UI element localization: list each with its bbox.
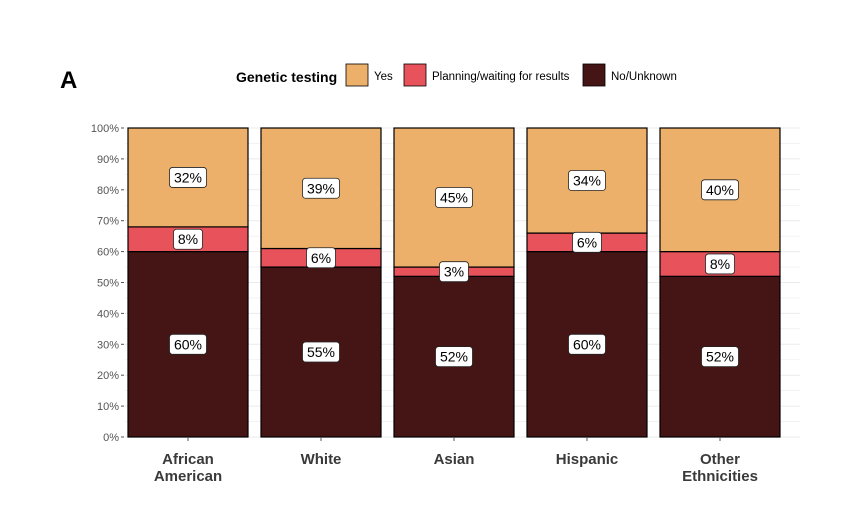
bar-stack: 60% 8% 32% (127, 127, 249, 438)
x-category-label: Other (700, 451, 740, 468)
data-label: 6% (577, 234, 597, 250)
legend-title: Genetic testing (236, 69, 337, 85)
y-tick-label: 60% (97, 247, 119, 259)
y-tick-label: 20% (97, 370, 119, 382)
data-label-box (302, 341, 340, 363)
y-tick-label: 70% (97, 216, 119, 228)
data-label: 60% (174, 336, 202, 352)
data-label-box (701, 346, 739, 368)
x-category-label: Hispanic (556, 451, 619, 468)
data-label: 8% (710, 256, 730, 272)
x-category-label: African (162, 451, 214, 468)
data-label-box (435, 346, 473, 368)
panel-label: A (60, 67, 77, 94)
legend: Genetic testing Yes Planning/waiting for … (236, 63, 677, 87)
legend-label-no: No/Unknown (611, 71, 677, 83)
y-tick-label: 10% (97, 401, 119, 413)
data-label-box (439, 261, 469, 283)
y-tick-label: 40% (97, 308, 119, 320)
data-label-box (435, 187, 473, 208)
data-label: 32% (174, 169, 202, 185)
y-tick-label: 30% (97, 339, 119, 351)
x-category-label: Ethnicities (682, 468, 758, 485)
legend-swatch-planning (403, 63, 427, 87)
data-label-box (701, 179, 739, 201)
data-label-box (169, 167, 207, 188)
data-label-box (169, 333, 207, 355)
data-label-box (173, 228, 203, 250)
data-label: 40% (706, 182, 734, 198)
y-tick-label: 50% (97, 278, 119, 290)
data-label: 45% (440, 190, 468, 206)
legend-label-planning: Planning/waiting for results (432, 71, 570, 83)
data-label: 34% (573, 173, 601, 189)
data-label: 52% (706, 349, 734, 365)
data-label-box (302, 177, 340, 199)
y-axis: 0% 10% 20% 30% 40% 50% 60% 70% 80% 90% 100% (91, 123, 124, 444)
x-category-label: American (154, 468, 222, 485)
bars: 60% 8% 32% 55% 6% 39% 52% 3% 45% 60% 6% 34% 52% 8% 40% (127, 127, 781, 438)
y-tick-label: 80% (97, 185, 119, 197)
legend-label-yes: Yes (374, 71, 393, 83)
data-label: 39% (307, 180, 335, 196)
bar-stack: 52% 8% 40% (659, 127, 781, 438)
legend-swatch-yes (345, 63, 369, 87)
legend-swatch-no (582, 63, 606, 87)
data-label: 55% (307, 344, 335, 360)
bar-stack: 52% 3% 45% (393, 127, 515, 438)
x-category-label: White (301, 451, 342, 468)
data-label: 6% (311, 250, 331, 266)
data-label-box (568, 333, 606, 355)
data-label: 60% (573, 336, 601, 352)
x-category-label: Asian (434, 451, 475, 468)
data-label: 8% (178, 231, 198, 247)
data-label-box (572, 231, 602, 253)
data-label-box (568, 170, 606, 191)
data-label-box (306, 247, 336, 269)
bar-stack: 60% 6% 34% (526, 127, 648, 438)
data-label: 52% (440, 349, 468, 365)
y-tick-label: 100% (91, 123, 119, 135)
bar-stack: 55% 6% 39% (260, 127, 382, 438)
y-tick-label: 0% (103, 432, 119, 444)
data-label-box (705, 253, 735, 275)
data-label: 3% (444, 264, 464, 280)
y-tick-label: 90% (97, 154, 119, 166)
